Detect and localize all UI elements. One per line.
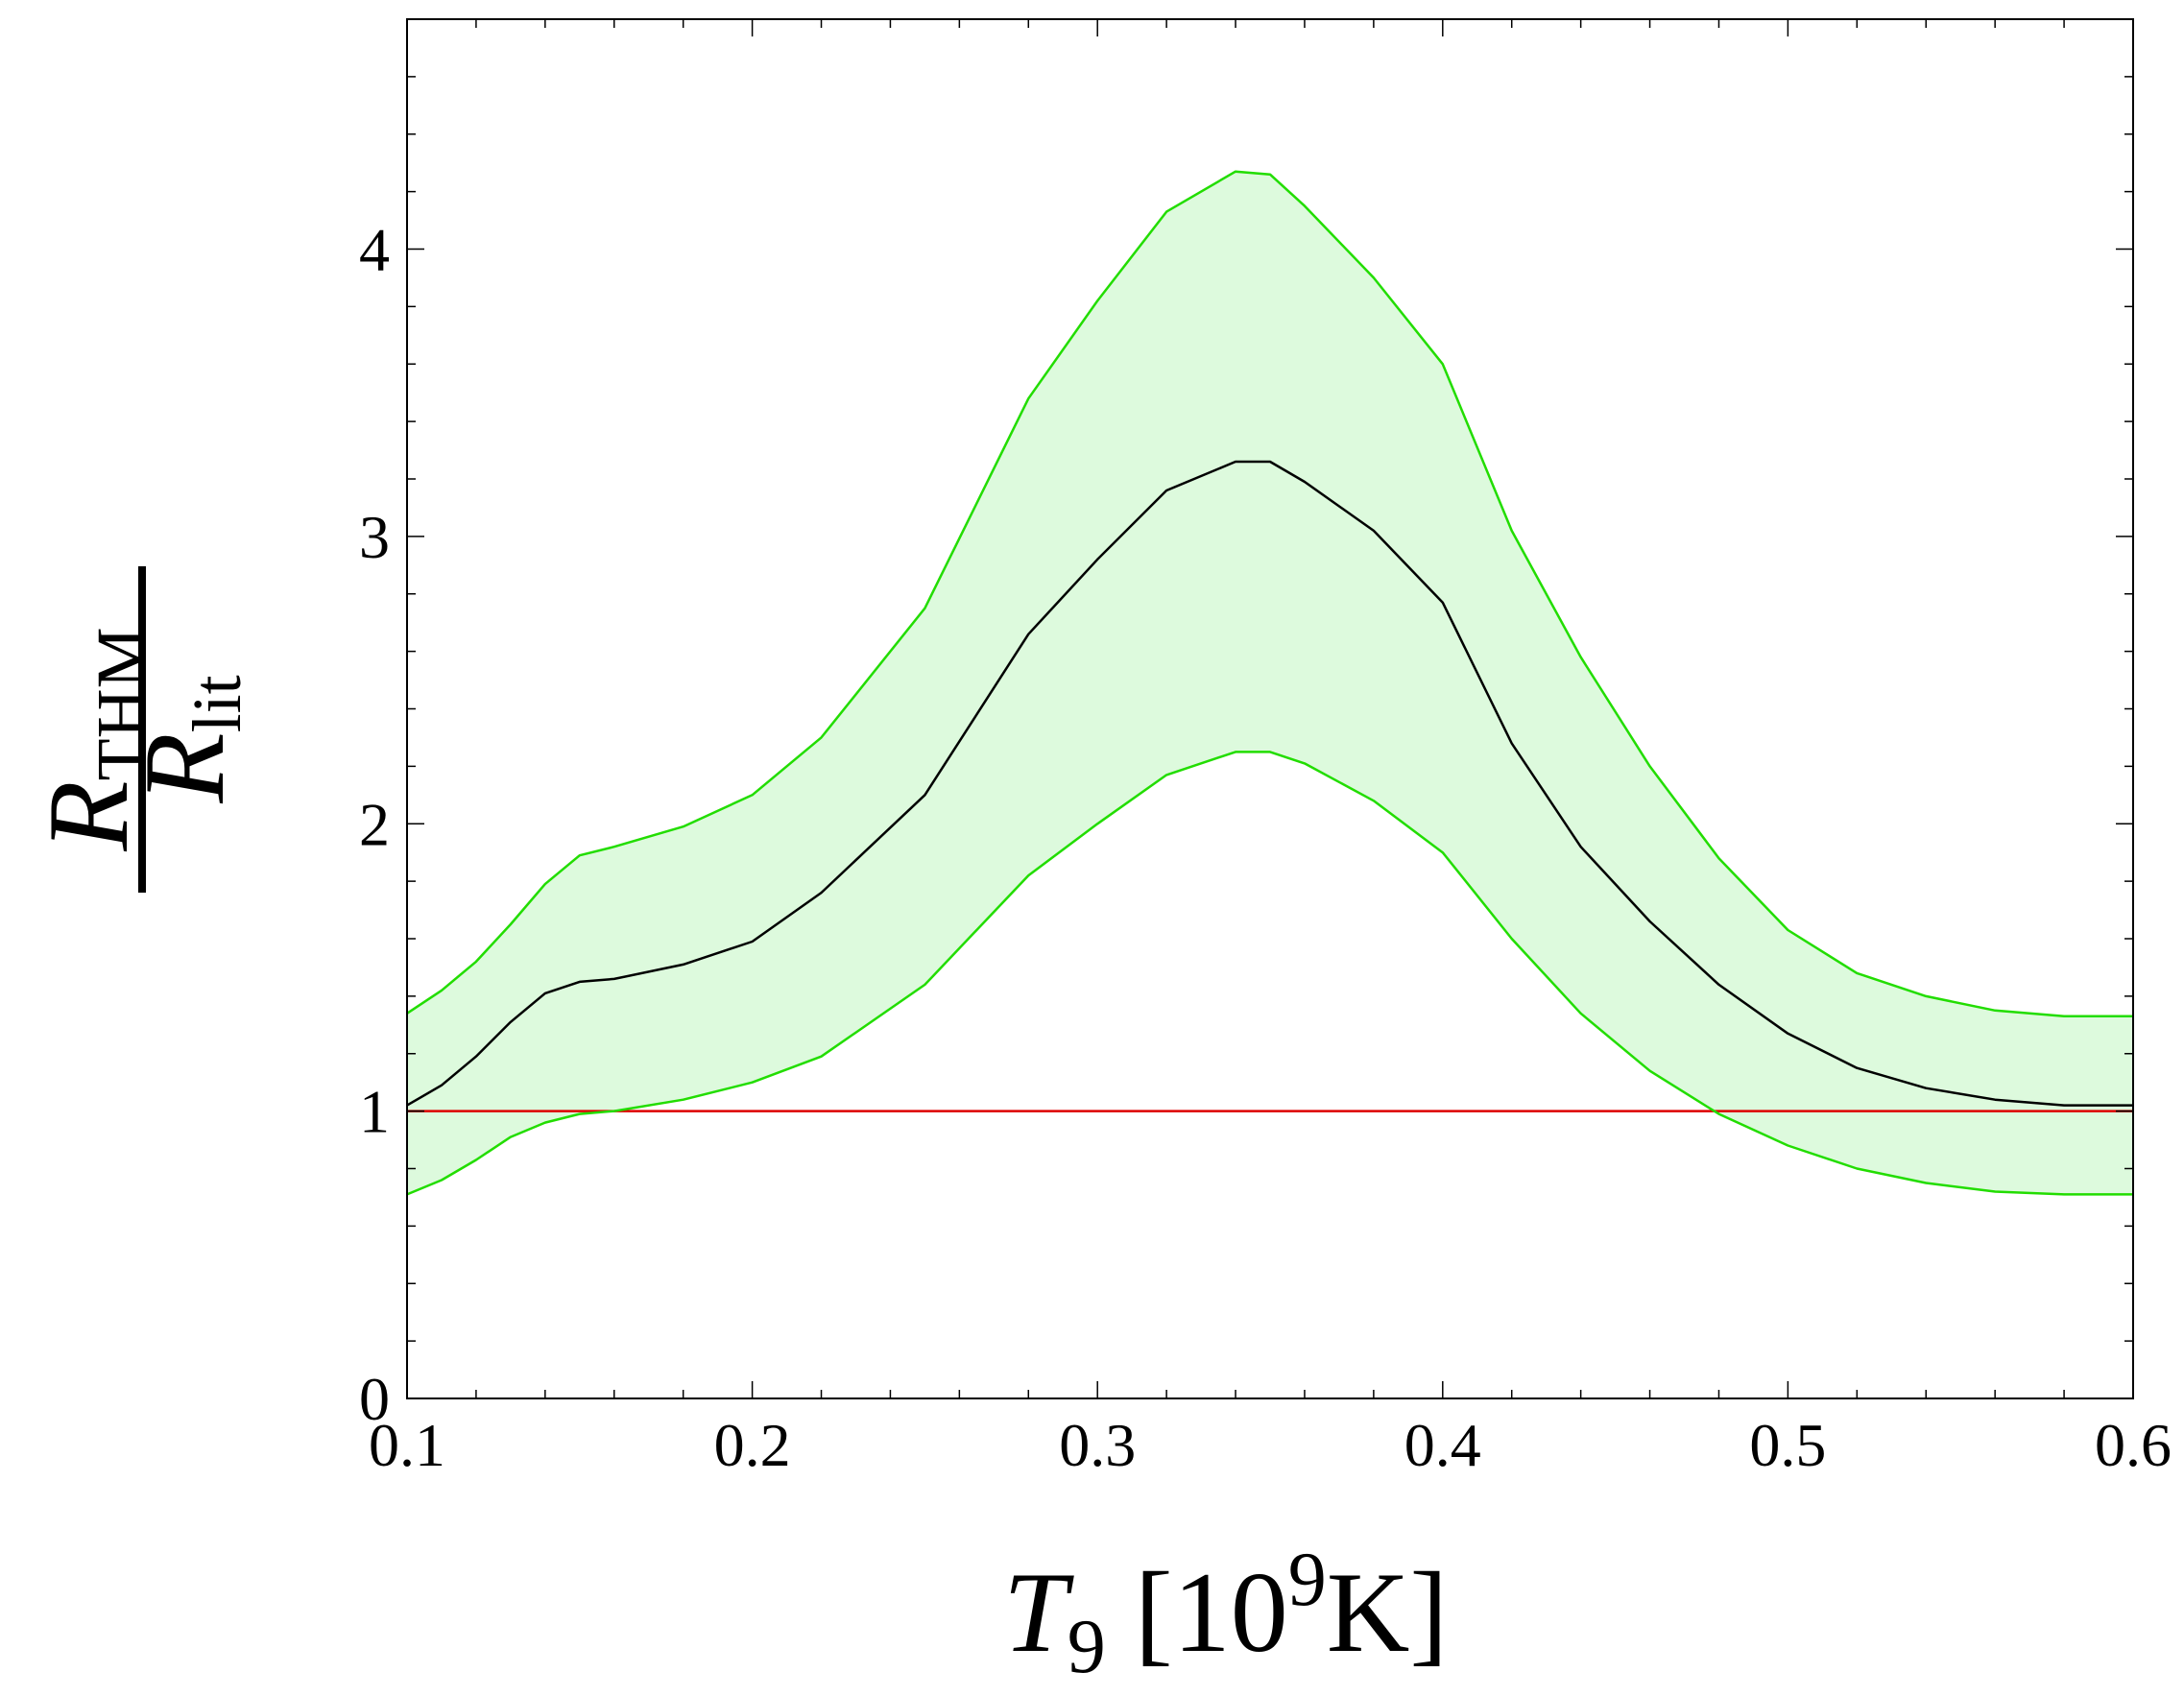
tick-labels: 0.1 0.2 0.3 0.4 0.5 0.6 0 1 2 3 4 (359, 216, 2172, 1480)
x-axis-unit-close: K] (1327, 1548, 1449, 1676)
series-lines (406, 170, 2133, 1196)
y-tick-label: 0 (359, 1365, 390, 1433)
series-line-lower-bound (406, 751, 2133, 1196)
series-line-central-value (406, 460, 2133, 1107)
x-axis-title: T9 [109K] (1003, 1538, 1448, 1689)
y-axis-numerator: RTHM (24, 627, 159, 851)
y-axis-denominator-symbol: R (120, 732, 248, 803)
y-axis-numerator-subscript: THM (83, 627, 159, 780)
series-line-upper-bound (406, 170, 2133, 1018)
y-tick-label: 2 (359, 790, 390, 858)
x-axis-unit-exponent: 9 (1288, 1538, 1327, 1622)
axis-ticks (406, 18, 2134, 1399)
y-axis-denominator: Rlit (120, 675, 255, 803)
uncertainty-band-fill (407, 171, 2133, 1195)
x-tick-label: 0.2 (714, 1411, 791, 1479)
x-tick-label: 0.3 (1059, 1411, 1136, 1479)
x-axis-symbol: T (1003, 1548, 1074, 1676)
y-tick-label: 4 (359, 216, 390, 284)
x-tick-label: 0.1 (369, 1411, 445, 1479)
y-axis-numerator-symbol: R (24, 780, 152, 851)
x-axis-unit-open: [10 (1106, 1548, 1288, 1676)
x-tick-label: 0.5 (1749, 1411, 1826, 1479)
y-axis-title: RTHM Rlit (24, 566, 255, 893)
x-tick-label: 0.4 (1404, 1411, 1481, 1479)
x-tick-label: 0.6 (2095, 1411, 2172, 1479)
x-axis-subscript: 9 (1068, 1605, 1106, 1689)
y-tick-label: 1 (359, 1078, 390, 1146)
y-axis-denominator-subscript: lit (179, 675, 255, 732)
y-tick-label: 3 (359, 503, 390, 571)
